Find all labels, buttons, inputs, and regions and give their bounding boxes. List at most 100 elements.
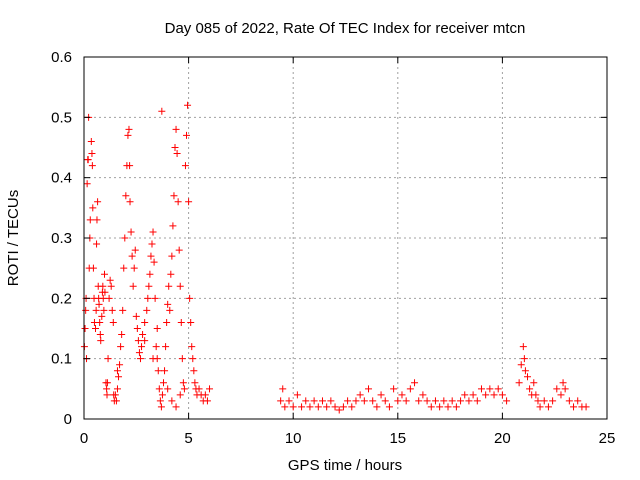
data-point (113, 367, 121, 375)
data-point (477, 385, 485, 393)
y-axis-label: ROTI / TECUs (5, 190, 22, 286)
data-point (440, 397, 448, 405)
data-point (302, 397, 310, 405)
data-point (139, 331, 147, 339)
data-point (549, 397, 557, 405)
data-point (151, 294, 159, 302)
data-point (128, 252, 136, 260)
y-tick-label: 0.1 (51, 351, 72, 368)
data-point (148, 240, 156, 248)
data-point (155, 385, 163, 393)
data-point (167, 270, 175, 278)
data-point (431, 397, 439, 405)
data-point (159, 379, 167, 387)
data-point (323, 403, 331, 411)
data-point (144, 294, 152, 302)
data-point (415, 397, 423, 405)
data-point (191, 379, 199, 387)
data-point (101, 270, 109, 278)
data-point (158, 107, 166, 115)
data-point (101, 288, 109, 296)
y-tick-label: 0.2 (51, 290, 72, 307)
y-tick-label: 0.6 (51, 49, 72, 66)
data-points (80, 101, 590, 414)
data-point (99, 282, 107, 290)
data-point (168, 252, 176, 260)
data-point (113, 385, 121, 393)
data-point (195, 385, 203, 393)
data-point (92, 306, 100, 314)
data-point (365, 385, 373, 393)
data-point (88, 150, 96, 158)
data-point (419, 391, 427, 399)
data-point (461, 391, 469, 399)
data-point (369, 397, 377, 405)
data-point (150, 258, 158, 266)
data-point (339, 403, 347, 411)
x-axis-label: GPS time / hours (288, 457, 402, 474)
data-point (427, 403, 435, 411)
data-point (524, 373, 532, 381)
data-point (95, 300, 103, 308)
data-point (141, 318, 149, 326)
data-point (109, 318, 117, 326)
data-point (377, 391, 385, 399)
data-point (553, 385, 561, 393)
data-point (111, 391, 119, 399)
data-point (327, 397, 335, 405)
x-tick-label: 5 (184, 430, 192, 447)
data-point (557, 391, 565, 399)
data-point (519, 343, 527, 351)
data-point (206, 385, 214, 393)
data-point (352, 397, 360, 405)
data-point (536, 403, 544, 411)
data-point (520, 355, 528, 363)
data-point (390, 385, 398, 393)
data-point (122, 192, 130, 200)
data-point (133, 325, 141, 332)
data-point (121, 234, 129, 242)
data-point (526, 385, 534, 393)
data-point (116, 361, 124, 369)
data-point (373, 403, 381, 411)
data-point (310, 397, 318, 405)
data-point (149, 228, 157, 236)
data-point (494, 385, 502, 393)
axis-ticks (83, 56, 608, 420)
data-point (166, 306, 174, 314)
data-point (158, 391, 166, 399)
x-tick-label: 15 (389, 430, 406, 447)
x-tick-labels: 0 5 10 15 20 25 (80, 430, 616, 447)
data-point (285, 397, 293, 405)
data-point (465, 397, 473, 405)
data-point (490, 391, 498, 399)
grid (84, 57, 607, 419)
data-point (131, 246, 139, 254)
y-tick-label: 0.4 (51, 170, 72, 187)
data-point (172, 403, 180, 411)
x-tick-label: 20 (494, 430, 511, 447)
data-point (498, 391, 506, 399)
data-point (88, 162, 96, 170)
data-point (176, 391, 184, 399)
data-point (124, 131, 132, 139)
data-point (457, 397, 465, 405)
data-point (93, 216, 101, 224)
data-point (126, 162, 134, 170)
data-point (84, 156, 92, 164)
data-point (98, 312, 106, 320)
data-point (138, 343, 146, 351)
data-point (448, 397, 456, 405)
data-point (187, 318, 195, 326)
data-point (153, 325, 161, 332)
data-point (188, 343, 196, 351)
data-point (107, 282, 115, 290)
data-point (515, 379, 523, 387)
data-point (125, 125, 133, 133)
data-point (103, 379, 111, 387)
data-point (97, 337, 105, 345)
data-point (318, 397, 326, 405)
data-point (183, 131, 191, 139)
data-point (108, 306, 116, 314)
